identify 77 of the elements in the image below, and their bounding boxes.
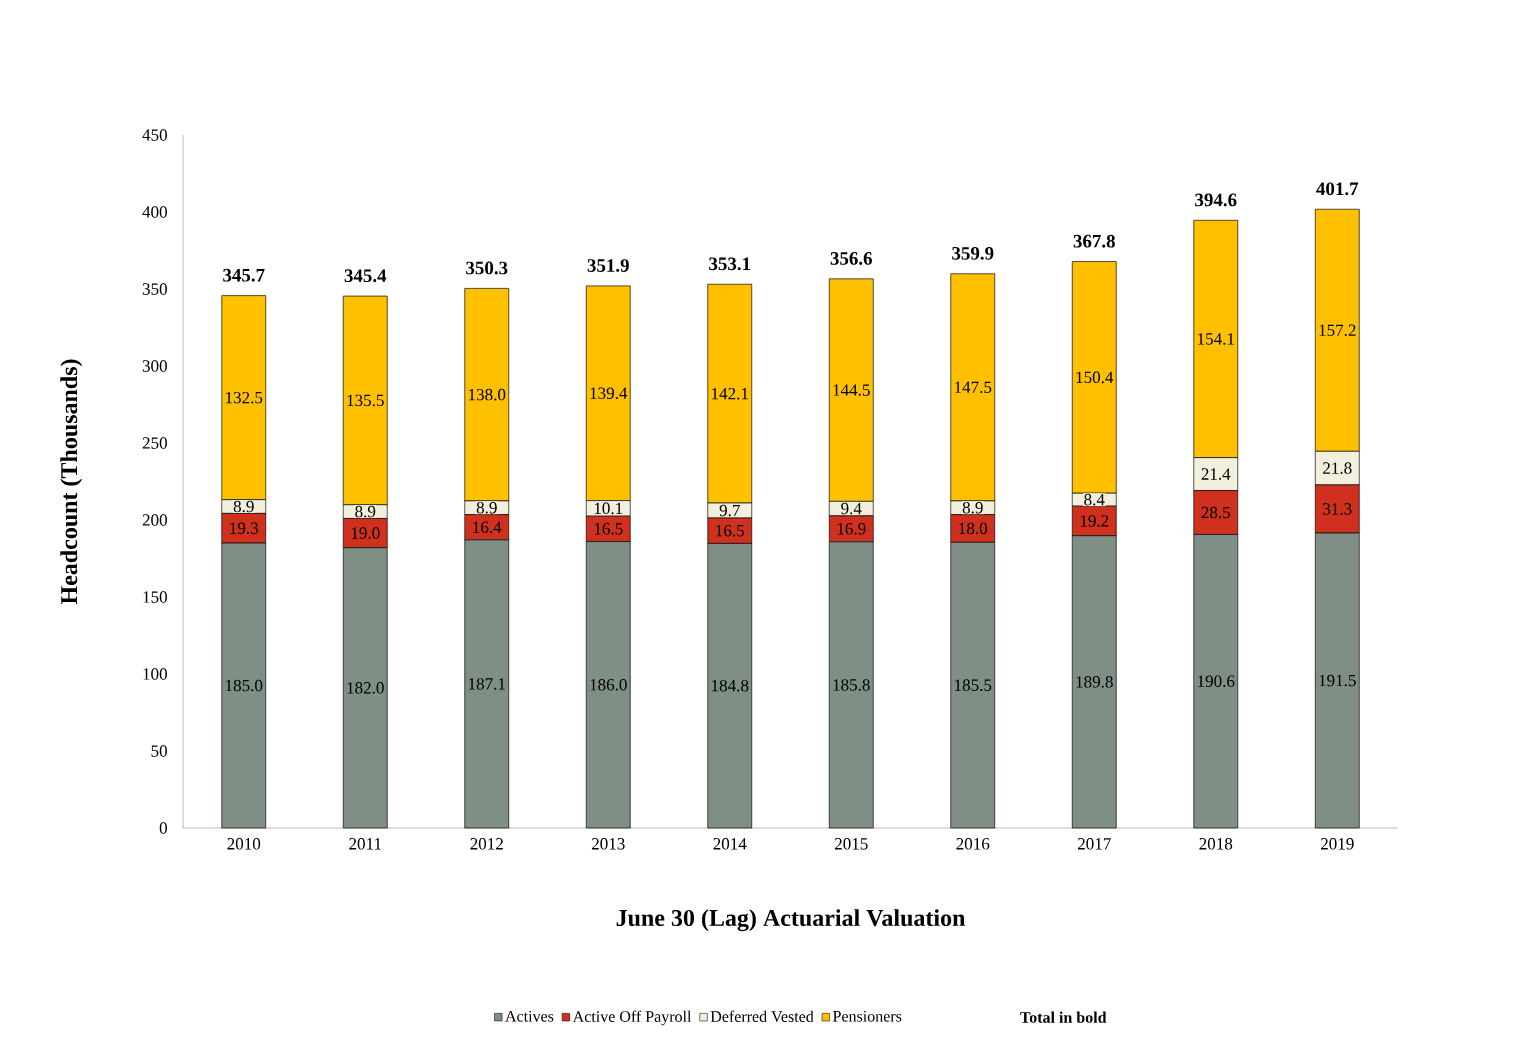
- data-label: 190.6: [1198, 675, 1235, 688]
- data-label: 9.7: [719, 504, 740, 517]
- data-label: 144.5: [833, 384, 870, 396]
- data-label: 185.0: [226, 679, 263, 692]
- total-label: 353.1: [709, 257, 751, 271]
- data-label: 19.2: [1080, 515, 1109, 527]
- data-label: 31.3: [1323, 503, 1352, 515]
- data-label: 147.5: [955, 381, 992, 394]
- data-label: 21.4: [1201, 468, 1231, 480]
- y-axis-title: Headcount (Thousands): [60, 359, 83, 605]
- data-label: 19.3: [230, 522, 259, 535]
- legend-label: Deferred Vested: [710, 1010, 814, 1023]
- data-label: 139.4: [590, 387, 628, 400]
- data-label: 189.8: [1076, 676, 1113, 688]
- data-label: 138.0: [469, 388, 506, 401]
- data-label: 186.0: [590, 678, 627, 691]
- x-tick-label: 2011: [349, 838, 381, 850]
- y-tick-label: 100: [143, 668, 167, 680]
- x-tick-label: 2015: [834, 838, 868, 850]
- legend-label: Actives: [505, 1010, 554, 1022]
- data-label: 8.9: [233, 500, 254, 513]
- data-label: 16.9: [837, 523, 866, 535]
- y-tick-label: 0: [159, 822, 167, 834]
- data-label: 185.5: [955, 679, 992, 691]
- data-label: 19.0: [351, 527, 380, 539]
- y-tick-label: 400: [142, 206, 167, 218]
- x-tick-label: 2019: [1320, 838, 1354, 850]
- x-tick-label: 2014: [713, 838, 747, 850]
- x-tick-label: 2010: [227, 838, 261, 850]
- data-label: 21.8: [1323, 462, 1352, 474]
- data-label: 185.8: [833, 679, 870, 691]
- total-label: 359.9: [952, 247, 994, 260]
- total-label: 367.8: [1073, 234, 1115, 248]
- x-tick-label: 2018: [1199, 838, 1233, 850]
- data-label: 16.4: [473, 521, 502, 534]
- data-label: 150.4: [1076, 371, 1114, 384]
- data-label: 8.9: [476, 501, 497, 514]
- total-label: 394.6: [1195, 193, 1237, 207]
- data-label: 187.1: [469, 678, 505, 690]
- data-label: 191.5: [1319, 674, 1356, 687]
- data-label: 132.5: [226, 391, 263, 404]
- y-tick-label: 300: [142, 360, 167, 372]
- legend-label: Pensioners: [833, 1010, 902, 1022]
- data-label: 135.5: [347, 394, 384, 407]
- data-label: 157.2: [1319, 324, 1356, 337]
- data-label: 16.5: [594, 523, 623, 535]
- y-tick-label: 450: [142, 129, 167, 141]
- text: Total in bold: [1020, 1011, 1107, 1023]
- data-label: 18.0: [959, 522, 988, 535]
- data-label: 10.1: [594, 502, 623, 515]
- x-axis-title: June 30 (Lag) Actuarial Valuation: [616, 909, 966, 932]
- data-label: 16.5: [716, 524, 745, 537]
- data-label: 182.0: [347, 682, 384, 694]
- data-label: 184.8: [712, 679, 749, 692]
- data-label: 142.1: [712, 387, 748, 400]
- data-label: 8.9: [355, 505, 376, 518]
- y-tick-label: 200: [142, 514, 167, 526]
- total-label: 345.4: [344, 269, 387, 283]
- y-tick-label: 150: [143, 591, 167, 603]
- data-label: 8.4: [1084, 493, 1105, 506]
- legend-label: Active Off Payroll: [572, 1010, 692, 1026]
- y-tick-label: 50: [151, 745, 167, 757]
- data-label: 8.9: [962, 501, 983, 514]
- data-label: 9.4: [841, 502, 862, 515]
- y-tick-label: 350: [142, 283, 167, 295]
- total-label: 401.7: [1316, 182, 1359, 196]
- total-label: 356.6: [830, 252, 872, 265]
- x-tick-label: 2013: [591, 838, 625, 850]
- data-label: 154.1: [1198, 333, 1234, 345]
- total-label: 351.9: [587, 259, 629, 272]
- total-label: 345.7: [223, 268, 265, 282]
- total-label: 350.3: [466, 261, 508, 275]
- y-tick-label: 250: [142, 437, 167, 449]
- x-tick-label: 2017: [1077, 838, 1111, 850]
- x-tick-label: 2016: [956, 838, 990, 850]
- x-tick-label: 2012: [470, 838, 503, 850]
- data-label: 28.5: [1201, 506, 1231, 519]
